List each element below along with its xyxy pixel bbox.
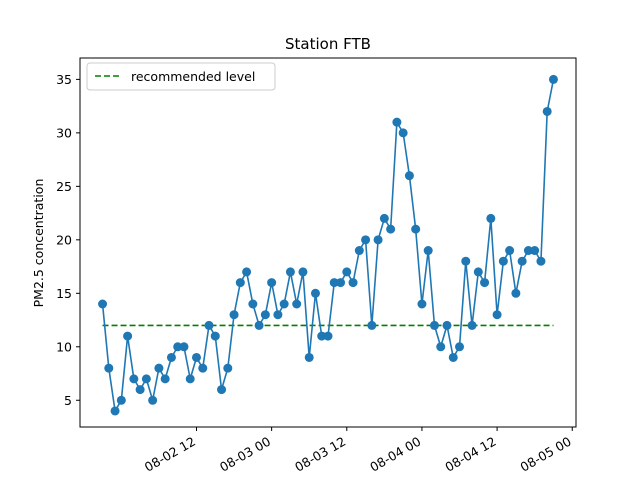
data-point-63	[492, 310, 502, 320]
data-point-2	[110, 406, 120, 416]
data-point-36	[323, 331, 333, 341]
data-point-71	[542, 106, 552, 116]
data-point-15	[191, 352, 201, 362]
y-tick-label: 25	[56, 179, 72, 194]
y-tick-label: 5	[64, 393, 72, 408]
data-point-14	[185, 374, 195, 384]
y-axis-title: PM2.5 concentration	[31, 179, 46, 308]
data-point-13	[179, 342, 189, 352]
data-point-29	[279, 299, 289, 309]
data-point-11	[166, 352, 176, 362]
data-point-44	[373, 235, 383, 245]
y-tick-label: 20	[56, 232, 72, 247]
data-point-20	[223, 363, 233, 373]
data-point-41	[354, 246, 364, 256]
data-point-33	[304, 352, 314, 362]
data-point-30	[285, 267, 295, 277]
data-point-10	[160, 374, 170, 384]
data-point-43	[367, 320, 377, 330]
data-point-39	[342, 267, 352, 277]
data-point-25	[254, 320, 264, 330]
data-point-46	[386, 224, 396, 234]
data-point-51	[417, 299, 427, 309]
data-point-23	[242, 267, 252, 277]
data-point-27	[267, 278, 277, 288]
data-point-5	[129, 374, 139, 384]
data-point-1	[104, 363, 114, 373]
data-point-59	[467, 320, 477, 330]
data-point-42	[361, 235, 371, 245]
data-point-68	[523, 246, 533, 256]
data-point-57	[455, 342, 465, 352]
data-point-8	[148, 395, 158, 405]
data-point-9	[154, 363, 164, 373]
data-point-64	[498, 256, 508, 266]
data-point-37	[329, 278, 339, 288]
legend-label-recommended-level: recommended level	[131, 69, 255, 84]
chart-title: Station FTB	[285, 35, 371, 53]
data-point-47	[392, 117, 402, 127]
plot-area	[98, 74, 558, 416]
data-point-19	[217, 385, 227, 395]
data-point-21	[229, 310, 239, 320]
data-point-55	[442, 320, 452, 330]
y-tick-label: 10	[56, 339, 72, 354]
data-point-35	[317, 331, 327, 341]
data-point-67	[517, 256, 527, 266]
data-point-70	[536, 256, 546, 266]
plot-frame	[79, 57, 577, 428]
data-point-72	[548, 74, 558, 84]
data-point-18	[210, 331, 220, 341]
data-point-3	[116, 395, 126, 405]
data-point-0	[98, 299, 108, 309]
data-point-38	[336, 278, 346, 288]
data-point-53	[429, 320, 439, 330]
data-point-16	[198, 363, 208, 373]
data-point-32	[298, 267, 308, 277]
data-point-50	[411, 224, 421, 234]
data-point-31	[292, 299, 302, 309]
data-point-66	[511, 288, 521, 298]
data-point-22	[235, 278, 245, 288]
data-point-60	[473, 267, 483, 277]
data-point-52	[423, 246, 433, 256]
data-point-48	[398, 128, 408, 138]
data-point-6	[135, 385, 145, 395]
data-point-62	[486, 213, 496, 223]
data-point-61	[480, 278, 490, 288]
data-point-24	[248, 299, 258, 309]
y-tick-label: 15	[56, 286, 72, 301]
data-point-45	[379, 213, 389, 223]
legend-box	[86, 62, 276, 91]
data-point-17	[204, 320, 214, 330]
data-point-40	[348, 278, 358, 288]
data-point-65	[505, 246, 515, 256]
data-point-12	[173, 342, 183, 352]
data-point-26	[260, 310, 270, 320]
y-tick-label: 35	[56, 72, 72, 87]
legend: recommended level	[86, 62, 276, 91]
y-tick-label: 30	[56, 125, 72, 140]
data-point-7	[141, 374, 151, 384]
data-point-58	[461, 256, 471, 266]
data-point-69	[530, 246, 540, 256]
data-point-28	[273, 310, 283, 320]
data-point-56	[448, 352, 458, 362]
data-point-54	[436, 342, 446, 352]
data-point-34	[310, 288, 320, 298]
data-point-4	[123, 331, 133, 341]
data-point-49	[404, 171, 414, 181]
